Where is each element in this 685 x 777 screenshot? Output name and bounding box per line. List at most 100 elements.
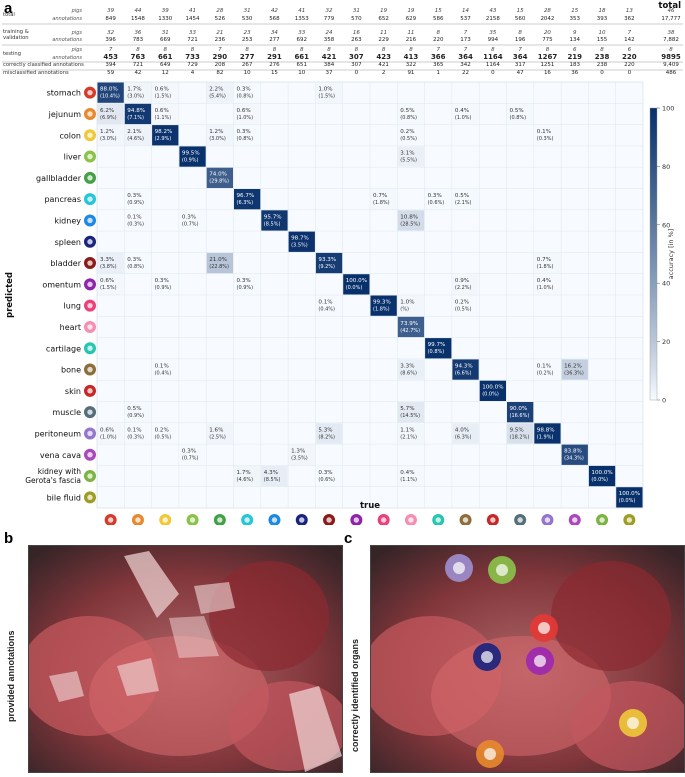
annotation-count: 421	[378, 62, 389, 68]
liver-icon	[87, 153, 93, 160]
cell-value: 0.2%	[400, 129, 414, 135]
cell-value: 0.6%	[100, 278, 114, 284]
annotation-count: 1251	[540, 62, 554, 68]
annotations-tag: annotations	[52, 55, 82, 61]
annotation-polygon	[49, 671, 84, 702]
cell-value: 16.2%	[564, 363, 582, 369]
annotation-count: 560	[515, 16, 526, 22]
heatmap-cell	[397, 146, 425, 167]
annotation-count: 220	[622, 53, 637, 61]
heatmap-cell	[97, 125, 124, 146]
table-row-label: testing	[3, 51, 21, 57]
cell-deviation: (1.0%)	[455, 115, 472, 121]
cell-value: 10.8%	[400, 214, 418, 220]
heatmap-cell	[261, 465, 288, 487]
annotation-polygon	[169, 616, 219, 658]
cell-value: 93.3%	[318, 257, 336, 263]
pigs-count: 10	[599, 30, 606, 36]
pigs-total: 8	[669, 47, 673, 53]
heatmap-cell	[179, 444, 206, 465]
cell-value: 99.5%	[182, 150, 200, 156]
cell-value: 0.7%	[537, 257, 551, 263]
annotation-count: 526	[215, 16, 226, 22]
cell-deviation: (0.8%)	[127, 264, 144, 270]
annotation-count: 783	[133, 37, 144, 43]
cell-value: 3.3%	[100, 257, 114, 263]
cell-deviation: (3.8%)	[100, 264, 117, 270]
panel-b-label: provided annotations	[6, 630, 16, 722]
gallbladder-icon	[87, 175, 93, 181]
colon-icon	[87, 132, 93, 138]
heatmap-cell	[534, 423, 561, 444]
cell-deviation: (1.9%)	[537, 434, 554, 440]
cell-value: 1.2%	[100, 129, 114, 135]
panel-a-letter: a	[4, 0, 13, 17]
cell-deviation: (0.8%)	[237, 136, 254, 142]
row-label: omentum	[42, 280, 81, 289]
annotation-count: 290	[213, 53, 228, 61]
annotation-total: 9895	[661, 53, 681, 61]
annotation-count: 10	[298, 70, 305, 76]
annotation-count: 2	[382, 70, 386, 76]
annotation-count: 570	[351, 16, 362, 22]
annotation-count: 91	[407, 70, 414, 76]
annotation-count: 277	[240, 53, 255, 61]
annotation-count: 586	[433, 16, 444, 22]
heatmap-cell	[206, 167, 233, 188]
cell-deviation: (0.5%)	[400, 136, 417, 142]
annotation-count: 219	[567, 53, 582, 61]
heatmap-cell	[397, 402, 425, 423]
pigs-count: 7	[628, 30, 632, 36]
pigs-count: 8	[191, 47, 195, 53]
pigs-count: 7	[464, 30, 468, 36]
peritoneum-icon	[544, 517, 551, 523]
cell-deviation: (2.9%)	[155, 136, 172, 142]
heatmap-cell	[152, 359, 179, 380]
pancreas-icon-glyph	[534, 655, 546, 667]
heatmap-cell	[452, 189, 479, 210]
heatmap-cell	[152, 103, 179, 125]
annotation-count: 47	[517, 70, 524, 76]
cell-value: 0.3%	[428, 193, 442, 199]
cell-value: 98.2%	[155, 129, 173, 135]
pigs-count: 39	[107, 8, 114, 14]
annotation-count: 238	[595, 53, 610, 61]
cell-deviation: (14.5%)	[400, 413, 420, 419]
cell-value: 98.8%	[537, 427, 555, 433]
cell-value: 100.0%	[482, 385, 503, 391]
cell-value: 95.7%	[264, 214, 282, 220]
cell-value: 1.7%	[237, 470, 251, 476]
annotation-count: 0	[355, 70, 359, 76]
annotation-count: 1164	[483, 53, 503, 61]
pigs-count: 33	[298, 30, 305, 36]
annotation-count: 16	[544, 70, 551, 76]
annotation-count: 277	[269, 37, 280, 43]
annotation-count: 208	[215, 62, 226, 68]
annotation-count: 364	[513, 53, 528, 61]
table-row-label: training &	[3, 29, 29, 35]
cell-value: 0.1%	[318, 300, 332, 306]
cell-deviation: (1.1%)	[400, 477, 417, 483]
cell-value: 99.3%	[373, 300, 391, 306]
cell-value: 0.4%	[537, 278, 551, 284]
cell-deviation: (22.8%)	[209, 264, 229, 270]
annotation-count: 276	[269, 62, 280, 68]
annotation-count: 236	[215, 37, 226, 43]
panel-c-letter: c	[344, 530, 353, 547]
stomach-icon-glyph	[538, 622, 550, 634]
pigs-count: 23	[244, 30, 251, 36]
stomach-icon	[107, 517, 114, 523]
cell-value: 0.3%	[127, 193, 141, 199]
colorbar-title: accuracy [in %]	[667, 229, 675, 280]
cell-value: 0.6%	[155, 108, 169, 114]
pigs-count: 20	[544, 30, 551, 36]
cell-deviation: (0.6%)	[428, 200, 445, 206]
heatmap-cell	[561, 359, 588, 380]
identified-photo-image	[371, 546, 684, 772]
pigs-tag: pigs	[71, 8, 83, 14]
cell-value: 0.5%	[510, 108, 524, 114]
cell-deviation: (36.3%)	[564, 370, 584, 376]
heatmap-cell	[288, 231, 315, 252]
annotation-total: 9,409	[663, 62, 679, 68]
pigs-count: 8	[600, 47, 604, 53]
